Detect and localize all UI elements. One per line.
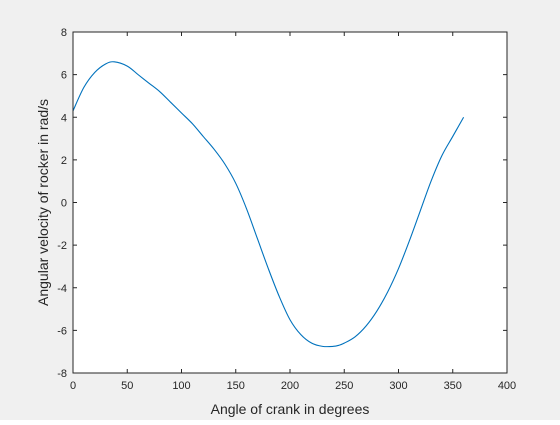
y-tick-label: 4 [61,112,67,124]
x-axis-ticks: 0 50 100 150 200 250 300 350 400 [70,32,516,392]
y-axis-ticks: -8 -6 -4 -2 0 2 4 6 8 [57,27,507,380]
x-tick-label: 300 [389,380,407,392]
x-axis-label: Angle of crank in degrees [211,401,370,417]
series-line-omega_rocker [72,61,465,348]
x-tick-label: 200 [281,380,299,392]
x-tick-label: 0 [70,380,76,392]
y-tick-label: 2 [61,155,67,167]
series-layer [72,61,465,348]
y-tick-label: 8 [61,27,67,39]
y-tick-label: 0 [61,198,67,210]
x-tick-label: 50 [121,380,133,392]
x-tick-label: 400 [498,380,516,392]
x-tick-label: 250 [335,380,353,392]
x-tick-label: 100 [172,380,190,392]
y-tick-label: -2 [57,240,67,252]
y-tick-label: 6 [61,70,67,82]
y-tick-label: -6 [57,325,67,337]
y-tick-label: -8 [57,368,67,380]
x-tick-label: 150 [227,380,245,392]
y-tick-label: -4 [57,283,67,295]
x-tick-label: 350 [444,380,462,392]
plot-area [73,32,507,373]
y-axis-label: Angular velocity of rocker in rad/s [35,99,51,306]
